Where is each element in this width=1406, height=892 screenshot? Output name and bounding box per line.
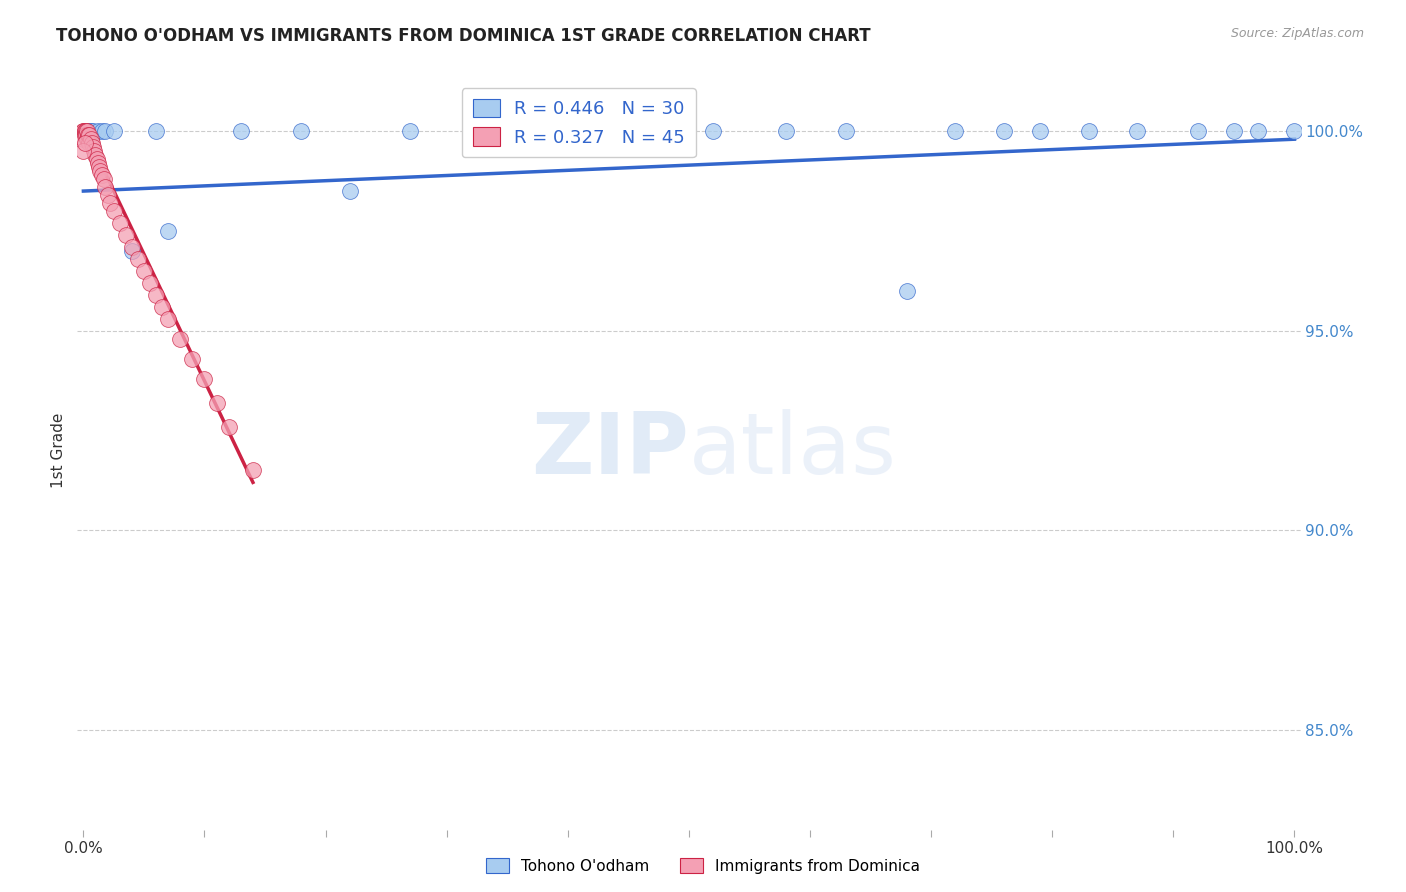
Point bbox=[73, 124, 96, 138]
Point bbox=[72, 124, 94, 138]
Point bbox=[157, 224, 180, 238]
Y-axis label: 1st Grade: 1st Grade bbox=[51, 413, 66, 488]
Point bbox=[86, 152, 108, 166]
Text: TOHONO O'ODHAM VS IMMIGRANTS FROM DOMINICA 1ST GRADE CORRELATION CHART: TOHONO O'ODHAM VS IMMIGRANTS FROM DOMINI… bbox=[56, 27, 870, 45]
Legend: R = 0.446   N = 30, R = 0.327   N = 45: R = 0.446 N = 30, R = 0.327 N = 45 bbox=[463, 88, 696, 157]
Point bbox=[108, 216, 131, 230]
Point bbox=[229, 124, 252, 138]
Point bbox=[205, 395, 228, 409]
Point bbox=[75, 124, 97, 138]
Point bbox=[72, 124, 94, 138]
Point bbox=[835, 124, 858, 138]
Point bbox=[79, 128, 101, 143]
Point bbox=[1247, 124, 1270, 138]
Point bbox=[150, 300, 173, 314]
Point bbox=[945, 124, 967, 138]
Point bbox=[80, 136, 103, 151]
Point bbox=[82, 140, 104, 154]
Point bbox=[72, 144, 94, 158]
Point bbox=[145, 124, 167, 138]
Point bbox=[87, 156, 110, 170]
Point bbox=[896, 284, 918, 298]
Point bbox=[93, 172, 115, 186]
Text: atlas: atlas bbox=[689, 409, 897, 492]
Point bbox=[139, 276, 162, 290]
Point bbox=[76, 132, 98, 146]
Point bbox=[103, 124, 125, 138]
Point bbox=[72, 132, 94, 146]
Point bbox=[654, 124, 676, 138]
Point bbox=[79, 136, 101, 151]
Point bbox=[90, 124, 112, 138]
Point bbox=[290, 124, 312, 138]
Point bbox=[76, 124, 98, 138]
Point bbox=[121, 240, 143, 254]
Point bbox=[533, 124, 555, 138]
Point bbox=[83, 144, 105, 158]
Point bbox=[1077, 124, 1099, 138]
Point bbox=[84, 148, 107, 162]
Point bbox=[89, 164, 111, 178]
Point bbox=[181, 351, 204, 366]
Point bbox=[79, 124, 101, 138]
Point bbox=[90, 168, 112, 182]
Point bbox=[94, 180, 117, 194]
Point bbox=[94, 124, 117, 138]
Point bbox=[218, 419, 240, 434]
Point bbox=[103, 204, 125, 219]
Point bbox=[114, 227, 136, 242]
Point bbox=[339, 184, 361, 198]
Point bbox=[1126, 124, 1149, 138]
Point bbox=[75, 128, 97, 143]
Point bbox=[76, 124, 98, 138]
Point bbox=[97, 188, 120, 202]
Point bbox=[79, 124, 101, 138]
Point bbox=[775, 124, 797, 138]
Point bbox=[89, 160, 111, 174]
Point bbox=[1187, 124, 1209, 138]
Point bbox=[121, 244, 143, 258]
Point bbox=[98, 196, 121, 211]
Text: ZIP: ZIP bbox=[531, 409, 689, 492]
Point bbox=[77, 128, 100, 143]
Point bbox=[702, 124, 724, 138]
Point bbox=[145, 288, 167, 302]
Point bbox=[127, 252, 149, 266]
Point bbox=[169, 332, 191, 346]
Point bbox=[1223, 124, 1246, 138]
Point bbox=[157, 311, 180, 326]
Point bbox=[1284, 124, 1306, 138]
Point bbox=[193, 371, 215, 385]
Point bbox=[87, 124, 110, 138]
Point bbox=[79, 132, 101, 146]
Point bbox=[1029, 124, 1052, 138]
Point bbox=[132, 264, 155, 278]
Point bbox=[993, 124, 1015, 138]
Point bbox=[399, 124, 422, 138]
Point bbox=[73, 124, 96, 138]
Point bbox=[73, 136, 96, 151]
Text: Source: ZipAtlas.com: Source: ZipAtlas.com bbox=[1230, 27, 1364, 40]
Point bbox=[242, 463, 264, 477]
Legend: Tohono O'odham, Immigrants from Dominica: Tohono O'odham, Immigrants from Dominica bbox=[479, 852, 927, 880]
Point bbox=[82, 124, 104, 138]
Point bbox=[73, 128, 96, 143]
